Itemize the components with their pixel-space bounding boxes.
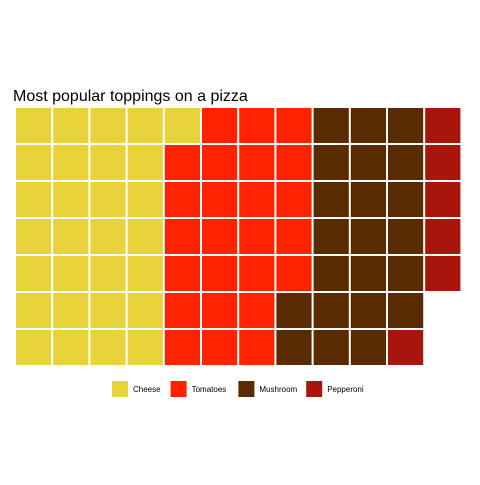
waffle-tile-pepperoni: [425, 145, 460, 180]
waffle-tile-mushroom: [314, 256, 349, 291]
legend-key-mushroom: [238, 381, 254, 397]
waffle-tile-cheese: [16, 108, 51, 143]
waffle-tile-cheese: [128, 256, 163, 291]
legend-key-cheese: [112, 381, 128, 397]
waffle-tile-tomatoes: [165, 145, 200, 180]
waffle-tile-cheese: [128, 293, 163, 328]
legend-key-pepperoni: [306, 381, 322, 397]
waffle-tile-tomatoes: [165, 256, 200, 291]
waffle-tile-mushroom: [351, 256, 386, 291]
waffle-tile-cheese: [128, 219, 163, 254]
waffle-tile-cheese: [53, 256, 88, 291]
waffle-tile-mushroom: [388, 108, 423, 143]
waffle-tile-cheese: [90, 330, 125, 365]
waffle-tile-tomatoes: [239, 256, 274, 291]
waffle-tile-tomatoes: [165, 330, 200, 365]
waffle-tile-tomatoes: [239, 108, 274, 143]
waffle-tile-cheese: [53, 219, 88, 254]
waffle-tile-cheese: [16, 330, 51, 365]
waffle-tile-cheese: [128, 182, 163, 217]
waffle-tile-cheese: [53, 108, 88, 143]
waffle-tile-pepperoni: [425, 256, 460, 291]
waffle-tile-tomatoes: [202, 145, 237, 180]
waffle-tile-cheese: [128, 108, 163, 143]
waffle-tile-cheese: [90, 293, 125, 328]
waffle-tile-pepperoni: [425, 182, 460, 217]
waffle-tile-cheese: [90, 108, 125, 143]
waffle-tile-tomatoes: [202, 293, 237, 328]
waffle-tile-cheese: [16, 293, 51, 328]
waffle-tile-cheese: [16, 219, 51, 254]
waffle-tile-cheese: [165, 108, 200, 143]
chart-title: Most popular toppings on a pizza: [13, 88, 248, 105]
legend-label-mushroom: Mushroom: [259, 385, 297, 394]
waffle-tile-tomatoes: [239, 145, 274, 180]
legend-key-tomatoes: [171, 381, 187, 397]
legend-label-cheese: Cheese: [133, 385, 161, 394]
waffle-tile-cheese: [16, 256, 51, 291]
waffle-tile-cheese: [53, 182, 88, 217]
waffle-tile-mushroom: [314, 219, 349, 254]
legend: Cheese Tomatoes Mushroom Pepperoni: [112, 381, 364, 397]
waffle-tile-tomatoes: [239, 330, 274, 365]
waffle-tile-mushroom: [351, 145, 386, 180]
waffle-tile-pepperoni: [388, 330, 423, 365]
waffle-tile-tomatoes: [165, 182, 200, 217]
waffle-tile-cheese: [90, 145, 125, 180]
waffle-tile-cheese: [90, 219, 125, 254]
waffle-tile-mushroom: [351, 219, 386, 254]
legend-label-tomatoes: Tomatoes: [192, 385, 227, 394]
waffle-tile-tomatoes: [202, 108, 237, 143]
waffle-tile-cheese: [53, 330, 88, 365]
waffle-tile-mushroom: [314, 330, 349, 365]
waffle-tile-mushroom: [388, 256, 423, 291]
legend-label-pepperoni: Pepperoni: [327, 385, 364, 394]
waffle-tile-pepperoni: [425, 219, 460, 254]
waffle-tile-cheese: [53, 293, 88, 328]
waffle-tile-tomatoes: [202, 330, 237, 365]
waffle-tiles: [16, 108, 460, 365]
waffle-tile-tomatoes: [276, 219, 311, 254]
waffle-tile-mushroom: [314, 182, 349, 217]
waffle-tile-mushroom: [351, 182, 386, 217]
waffle-tile-mushroom: [314, 145, 349, 180]
waffle-tile-mushroom: [351, 293, 386, 328]
waffle-tile-pepperoni: [425, 108, 460, 143]
waffle-tile-cheese: [90, 182, 125, 217]
waffle-tile-tomatoes: [276, 182, 311, 217]
waffle-tile-cheese: [53, 145, 88, 180]
waffle-tile-tomatoes: [276, 108, 311, 143]
waffle-tile-mushroom: [388, 145, 423, 180]
waffle-tile-tomatoes: [276, 256, 311, 291]
waffle-tile-tomatoes: [239, 182, 274, 217]
waffle-tile-tomatoes: [202, 219, 237, 254]
waffle-tile-tomatoes: [239, 293, 274, 328]
waffle-tile-mushroom: [351, 330, 386, 365]
waffle-tile-mushroom: [314, 293, 349, 328]
waffle-tile-cheese: [128, 145, 163, 180]
waffle-tile-cheese: [16, 182, 51, 217]
waffle-tile-tomatoes: [202, 256, 237, 291]
waffle-tile-tomatoes: [165, 219, 200, 254]
waffle-tile-cheese: [90, 256, 125, 291]
waffle-tile-mushroom: [388, 182, 423, 217]
waffle-tile-cheese: [16, 145, 51, 180]
waffle-tile-tomatoes: [165, 293, 200, 328]
waffle-tile-tomatoes: [239, 219, 274, 254]
waffle-tile-mushroom: [388, 219, 423, 254]
waffle-tile-tomatoes: [276, 145, 311, 180]
waffle-tile-mushroom: [276, 330, 311, 365]
waffle-tile-cheese: [128, 330, 163, 365]
waffle-tile-mushroom: [314, 108, 349, 143]
waffle-tile-mushroom: [276, 293, 311, 328]
waffle-tile-mushroom: [388, 293, 423, 328]
waffle-tile-mushroom: [351, 108, 386, 143]
waffle-tile-tomatoes: [202, 182, 237, 217]
